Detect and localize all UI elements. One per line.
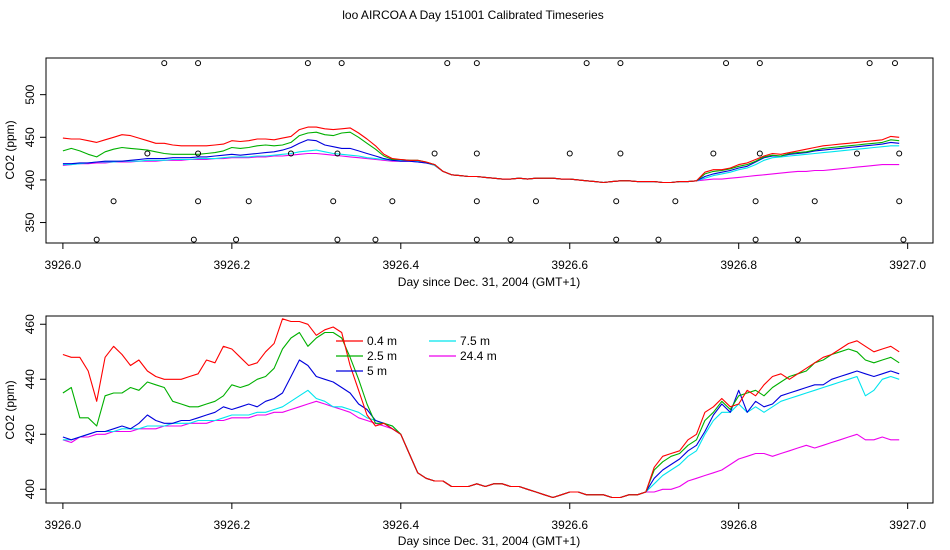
bottom-y-axis-label: CO2 (ppm) [3, 380, 17, 439]
top-x-tick-label: 3927.0 [889, 258, 926, 272]
flag-marker [866, 60, 873, 67]
top-series-0-4-mm-line [62, 126, 900, 184]
bottom-x-tick-label: 3927.0 [889, 518, 926, 532]
top-flag-markers [93, 60, 907, 243]
top-panel: 3926.0 3926.2 3926.4 3926.6 3926.8 3927.0 350… [3, 57, 934, 289]
bottom-series-24-4-mm-line [62, 400, 900, 499]
top-x-tick-label: 3926.2 [213, 258, 250, 272]
flag-marker [853, 150, 860, 157]
bottom-x-tick-label: 3926.6 [551, 518, 588, 532]
legend-label-1: 2.5 m [367, 349, 397, 363]
flag-marker [110, 198, 117, 205]
flag-marker [473, 60, 480, 67]
flag-marker [900, 236, 907, 243]
legend-label-2: 5 m [367, 364, 387, 378]
flag-marker [233, 236, 240, 243]
flag-marker [444, 60, 451, 67]
bottom-y-tick-label: 400 [23, 479, 37, 499]
flag-marker [794, 236, 801, 243]
legend-label-4: 24.4 m [460, 349, 497, 363]
top-x-axis-label: Day since Dec. 31, 2004 (GMT+1) [398, 275, 580, 289]
flag-marker [144, 150, 151, 157]
top-x-tick-label: 3926.6 [551, 258, 588, 272]
flag-marker [431, 150, 438, 157]
top-x-tick-label: 3926.8 [720, 258, 757, 272]
flag-marker [195, 198, 202, 205]
flag-marker [752, 198, 759, 205]
flag-marker [93, 236, 100, 243]
top-y-tick-label: 400 [23, 170, 37, 190]
flag-marker [507, 236, 514, 243]
bottom-y-axis: 400 420 440 460 [23, 314, 46, 499]
bottom-y-tick-label: 440 [23, 369, 37, 389]
flag-marker [723, 60, 730, 67]
flag-marker [566, 150, 573, 157]
top-series-group [62, 126, 900, 184]
flag-marker [473, 150, 480, 157]
flag-marker [473, 198, 480, 205]
top-y-axis: 350 400 450 500 [23, 84, 46, 233]
flag-marker [304, 60, 311, 67]
bottom-panel: 3926.0 3926.2 3926.4 3926.6 3926.8 3927.0 400… [3, 314, 934, 548]
flag-marker [613, 198, 620, 205]
flag-marker [752, 236, 759, 243]
flag-marker [161, 60, 168, 67]
flag-marker [338, 60, 345, 67]
bottom-y-tick-label: 460 [23, 314, 37, 334]
flag-marker [655, 236, 662, 243]
top-y-tick-label: 350 [23, 212, 37, 232]
bottom-x-tick-label: 3926.4 [382, 518, 419, 532]
flag-marker [287, 150, 294, 157]
flag-marker [532, 198, 539, 205]
bottom-x-axis: 3926.0 3926.2 3926.4 3926.6 3926.8 3927.0 [45, 502, 926, 532]
flag-marker [891, 60, 898, 67]
top-x-tick-label: 3926.4 [382, 258, 419, 272]
flag-marker [245, 198, 252, 205]
flag-marker [190, 236, 197, 243]
flag-marker [710, 150, 717, 157]
flag-marker [372, 236, 379, 243]
bottom-series-5-mm-line [62, 359, 900, 499]
flag-marker [617, 60, 624, 67]
top-x-axis: 3926.0 3926.2 3926.4 3926.6 3926.8 3927.0 [45, 242, 926, 272]
bottom-x-axis-label: Day since Dec. 31, 2004 (GMT+1) [398, 534, 580, 548]
flag-marker [613, 236, 620, 243]
figure-title: loo AIRCOA A Day 151001 Calibrated Times… [342, 8, 603, 22]
flag-marker [583, 60, 590, 67]
flag-marker [334, 150, 341, 157]
flag-marker [811, 198, 818, 205]
legend-label-0: 0.4 m [367, 334, 397, 348]
bottom-x-tick-label: 3926.2 [213, 518, 250, 532]
bottom-y-tick-label: 420 [23, 424, 37, 444]
bottom-x-tick-label: 3926.0 [45, 518, 82, 532]
flag-marker [756, 60, 763, 67]
top-y-axis-label: CO2 (ppm) [3, 120, 17, 179]
flag-marker [334, 236, 341, 243]
flag-marker [756, 150, 763, 157]
top-y-tick-label: 450 [23, 127, 37, 147]
bottom-x-tick-label: 3926.8 [720, 518, 757, 532]
top-x-tick-label: 3926.0 [45, 258, 82, 272]
flag-marker [617, 150, 624, 157]
bottom-series-7-5-mm-line [62, 375, 900, 499]
flag-marker [330, 198, 337, 205]
flag-marker [896, 150, 903, 157]
bottom-series-group [62, 318, 900, 499]
flag-marker [896, 198, 903, 205]
flag-marker [473, 236, 480, 243]
legend: 0.4 m 2.5 m 5 m 7.5 m 24.4 m [336, 334, 497, 378]
flag-marker [195, 60, 202, 67]
flag-marker [195, 150, 202, 157]
bottom-series-0-4-mm-line [62, 318, 900, 499]
legend-label-3: 7.5 m [460, 334, 490, 348]
flag-marker [389, 198, 396, 205]
flag-marker [672, 198, 679, 205]
top-y-tick-label: 500 [23, 84, 37, 104]
